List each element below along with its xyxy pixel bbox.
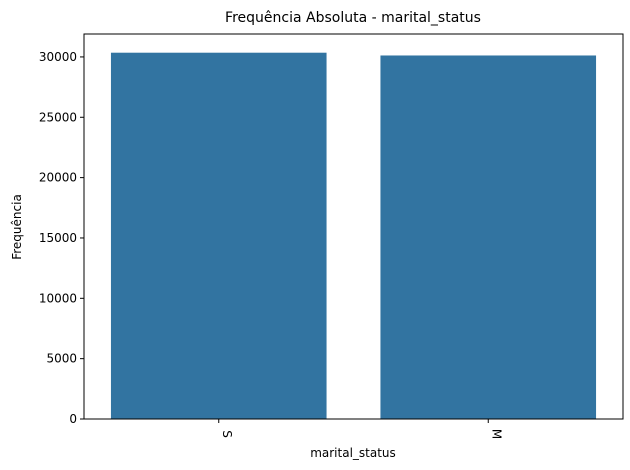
x-tick-label: S [220,430,234,438]
plot-frame [83,33,624,420]
y-axis-label: Frequência [10,194,24,260]
y-tick-label: 25000 [39,110,77,124]
y-tick-label: 0 [69,412,77,426]
x-tick-label: M [489,429,503,439]
bars-layer [110,52,597,419]
y-tick-label: 15000 [39,231,77,245]
y-tick-label: 30000 [39,50,77,64]
y-tick-label: 5000 [46,352,77,366]
bar-m [380,55,597,419]
x-axis-label: marital_status [310,446,396,460]
y-tick-label: 20000 [39,171,77,185]
y-ticks: 0 5000 10000 15000 20000 25000 30000 [39,50,84,426]
chart-title: Frequência Absoluta - marital_status [225,10,481,26]
y-tick-label: 10000 [39,291,77,305]
bar-s [110,52,327,419]
